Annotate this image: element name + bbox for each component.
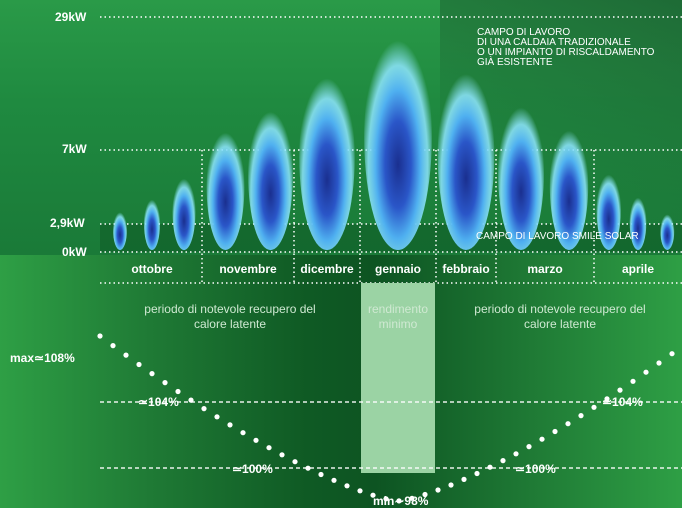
- curve-point: [331, 477, 337, 483]
- curve-point: [448, 482, 454, 488]
- tick-29kw: 29kW: [55, 10, 87, 24]
- curve-point: [162, 380, 168, 386]
- flame: [113, 209, 127, 251]
- minimum-efficiency-band: [361, 283, 435, 473]
- tick-2-9kw: 2,9kW: [50, 216, 85, 230]
- traditional-range-note: CAMPO DI LAVORO DI UNA CALDAIA TRADIZION…: [477, 27, 655, 68]
- curve-point: [487, 464, 493, 470]
- curve-point: [526, 444, 532, 450]
- curve-point: [578, 413, 584, 419]
- smile-range-note: CAMPO DI LAVORO SMILE SOLAR: [476, 231, 639, 242]
- curve-point: [279, 452, 285, 458]
- flame: [498, 97, 544, 250]
- curve-point: [97, 333, 103, 339]
- label-right-100: ≃100%: [515, 462, 556, 476]
- month-marzo: marzo: [527, 262, 563, 276]
- curve-point: [604, 396, 610, 402]
- curve-point: [552, 428, 558, 435]
- curve-point: [305, 465, 311, 471]
- curve-point: [617, 387, 623, 393]
- label-left-104: ≃104%: [138, 395, 179, 409]
- month-novembre: novembre: [219, 262, 277, 276]
- curve-point: [175, 388, 181, 395]
- curve-point: [461, 476, 467, 482]
- curve-point: [513, 451, 519, 457]
- tick-7kw: 7kW: [62, 142, 87, 156]
- period-left: periodo di notevole recupero del calore …: [144, 302, 316, 331]
- curve-point: [383, 496, 389, 502]
- curve-point: [240, 430, 246, 436]
- curve-point: [474, 470, 480, 477]
- curve-point: [396, 498, 402, 504]
- curve-point: [318, 471, 324, 478]
- flame: [206, 124, 245, 250]
- efficiency-curve: [97, 333, 675, 504]
- curve-point: [539, 436, 545, 442]
- curve-point: [266, 445, 272, 451]
- flame: [549, 121, 589, 251]
- curve-point: [565, 421, 571, 427]
- flame: [364, 25, 432, 250]
- month-ottobre: ottobre: [131, 262, 173, 276]
- flame: [248, 101, 293, 251]
- flame: [143, 196, 161, 250]
- curve-point: [500, 458, 506, 464]
- curve-point: [630, 378, 636, 384]
- curve-point: [292, 459, 298, 465]
- curve-point: [253, 437, 259, 443]
- curve-point: [669, 351, 675, 357]
- flames: [113, 25, 675, 251]
- flame: [299, 65, 355, 251]
- curve-point: [656, 360, 662, 366]
- flame: [629, 193, 647, 250]
- month-gennaio: gennaio: [374, 262, 421, 276]
- label-max: max≃108%: [10, 351, 75, 365]
- curve-point: [136, 361, 142, 368]
- curve-point: [435, 487, 441, 493]
- flame: [172, 173, 196, 251]
- month-dicembre: dicembre: [300, 262, 354, 276]
- curve-point: [214, 414, 220, 420]
- curve-point: [344, 483, 350, 489]
- month-febbraio: febbraio: [442, 262, 490, 276]
- curve-point: [123, 352, 129, 358]
- curve-point: [370, 492, 376, 498]
- curve-point: [188, 397, 194, 403]
- tick-0kw: 0kW: [62, 245, 87, 259]
- curve-point: [422, 491, 428, 498]
- curve-point: [227, 422, 233, 428]
- label-min: min∼98%: [373, 494, 429, 508]
- curve-point: [643, 369, 649, 375]
- curve-point: [110, 343, 116, 349]
- curve-point: [201, 406, 207, 412]
- period-center: rendimento minimo: [367, 302, 429, 331]
- flame: [437, 61, 495, 250]
- period-right: periodo di notevole recupero del calore …: [474, 302, 646, 331]
- flame: [596, 169, 621, 250]
- curve-point: [591, 404, 597, 410]
- label-left-100: ≃100%: [232, 462, 273, 476]
- flame: [660, 211, 675, 250]
- label-right-104: ≃104%: [602, 395, 643, 409]
- curve-point: [149, 371, 155, 377]
- curve-point: [409, 495, 415, 501]
- month-aprile: aprile: [621, 262, 654, 276]
- curve-point: [357, 488, 363, 494]
